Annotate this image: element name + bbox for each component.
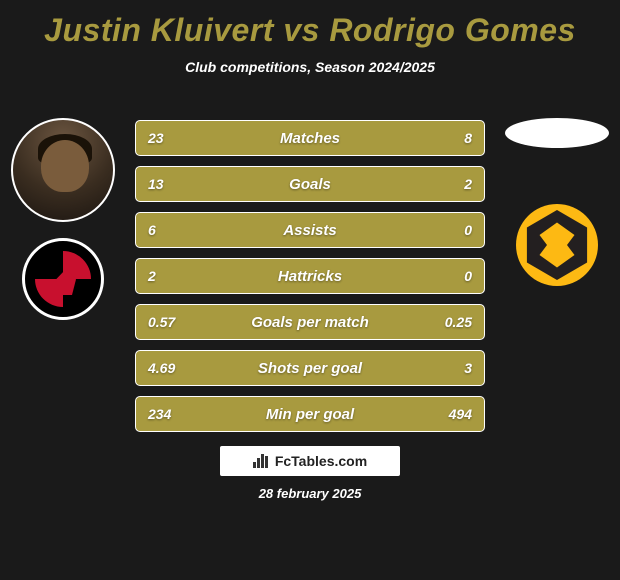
stat-row: 6 Assists 0 (135, 212, 485, 248)
stat-value-left: 4.69 (148, 360, 175, 376)
stat-label: Min per goal (266, 406, 354, 423)
player-right-column (502, 118, 612, 286)
stat-row: 23 Matches 8 (135, 120, 485, 156)
stat-row: 2 Hattricks 0 (135, 258, 485, 294)
brand-text: FcTables.com (275, 453, 367, 469)
stat-value-left: 13 (148, 176, 164, 192)
stat-row: 234 Min per goal 494 (135, 396, 485, 432)
stat-row: 13 Goals 2 (135, 166, 485, 202)
date-label: 28 february 2025 (0, 486, 620, 501)
brand-badge: FcTables.com (220, 446, 400, 476)
stat-value-left: 2 (148, 268, 156, 284)
stats-table: 23 Matches 8 13 Goals 2 6 Assists 0 2 Ha… (135, 120, 485, 432)
stat-label: Assists (283, 222, 336, 239)
stat-label: Goals (289, 176, 331, 193)
stat-row: 0.57 Goals per match 0.25 (135, 304, 485, 340)
stat-row: 4.69 Shots per goal 3 (135, 350, 485, 386)
player-right-photo-placeholder (505, 118, 609, 148)
player-left-photo (11, 118, 115, 222)
stat-value-right: 0.25 (445, 314, 472, 330)
player-left-column (8, 118, 118, 320)
stat-value-right: 8 (464, 130, 472, 146)
stat-value-right: 2 (464, 176, 472, 192)
stat-value-right: 3 (464, 360, 472, 376)
stat-value-right: 494 (449, 406, 472, 422)
stat-label: Shots per goal (258, 360, 362, 377)
stat-value-left: 234 (148, 406, 171, 422)
stat-label: Goals per match (251, 314, 369, 331)
page-title: Justin Kluivert vs Rodrigo Gomes (0, 0, 620, 49)
club-badge-left (22, 238, 104, 320)
stat-value-left: 0.57 (148, 314, 175, 330)
stat-value-left: 23 (148, 130, 164, 146)
chart-icon (253, 454, 271, 468)
stat-value-right: 0 (464, 268, 472, 284)
subtitle: Club competitions, Season 2024/2025 (0, 59, 620, 75)
stat-label: Hattricks (278, 268, 342, 285)
stat-value-right: 0 (464, 222, 472, 238)
club-badge-right (516, 204, 598, 286)
stat-label: Matches (280, 130, 340, 147)
stat-value-left: 6 (148, 222, 156, 238)
